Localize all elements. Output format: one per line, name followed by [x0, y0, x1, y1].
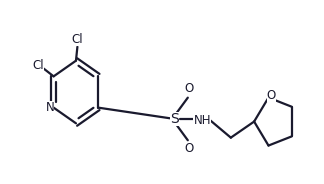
Text: N: N — [46, 101, 54, 114]
Text: NH: NH — [193, 114, 211, 127]
Text: S: S — [170, 112, 179, 126]
Text: O: O — [184, 142, 193, 155]
Text: Cl: Cl — [72, 33, 83, 46]
Text: Cl: Cl — [32, 59, 44, 72]
Text: O: O — [184, 82, 193, 95]
Text: O: O — [267, 89, 276, 102]
